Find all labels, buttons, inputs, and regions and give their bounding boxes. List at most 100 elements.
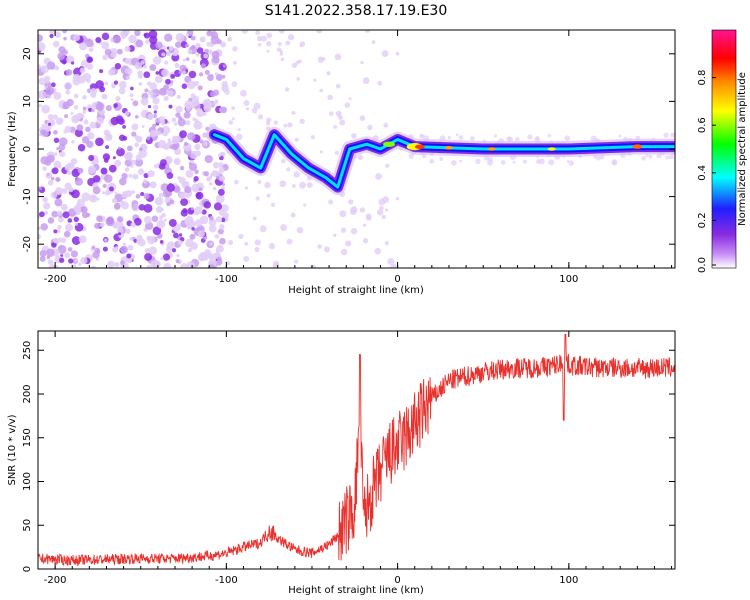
noise-speckle <box>53 152 58 157</box>
noise-speckle <box>131 123 139 131</box>
noise-speckle <box>303 203 307 207</box>
noise-speckle <box>101 32 110 41</box>
noise-speckle <box>203 201 212 209</box>
noise-speckle <box>121 190 129 198</box>
noise-speckle <box>143 32 150 39</box>
noise-speckle <box>280 224 287 231</box>
spectrogram-xtick-label: 0 <box>394 274 400 285</box>
noise-speckle <box>113 103 118 108</box>
noise-speckle <box>78 42 88 51</box>
noise-speckle <box>155 41 163 49</box>
noise-speckle <box>56 147 60 151</box>
noise-speckle <box>212 161 220 169</box>
snr-ytick-label: 150 <box>22 428 33 447</box>
noise-speckle <box>65 89 71 95</box>
noise-speckle <box>51 167 59 175</box>
snr-ytick-label: 0 <box>22 566 33 572</box>
noise-speckle <box>182 208 188 214</box>
noise-speckle <box>64 164 69 169</box>
noise-speckle <box>488 157 493 162</box>
noise-speckle <box>310 135 315 140</box>
noise-speckle <box>132 100 139 107</box>
noise-speckle <box>116 147 125 157</box>
noise-speckle <box>131 203 140 212</box>
noise-speckle <box>54 198 63 207</box>
noise-speckle <box>67 218 73 223</box>
noise-speckle <box>90 265 96 268</box>
noise-speckle <box>217 228 224 235</box>
noise-speckle <box>154 75 163 84</box>
ridge-hotspot <box>383 141 396 147</box>
noise-speckle <box>147 89 154 96</box>
noise-speckle <box>96 116 104 125</box>
noise-speckle <box>41 104 51 114</box>
colorbar-label: Normalized spectral amplitude <box>737 72 748 226</box>
noise-speckle <box>117 216 123 223</box>
noise-speckle <box>384 240 390 246</box>
noise-speckle <box>227 239 234 246</box>
noise-speckle <box>81 211 89 219</box>
noise-speckle <box>194 169 199 175</box>
noise-speckle <box>194 210 199 216</box>
noise-speckle <box>146 136 151 141</box>
noise-speckle <box>171 143 179 151</box>
snr-ytick-label: 250 <box>22 341 33 360</box>
noise-speckle <box>144 252 153 261</box>
noise-speckle <box>203 112 207 116</box>
noise-speckle <box>139 168 143 172</box>
noise-speckle <box>161 68 170 77</box>
noise-speckle <box>266 41 272 47</box>
noise-speckle <box>51 242 57 248</box>
noise-speckle <box>191 227 195 231</box>
noise-speckle <box>174 62 180 69</box>
noise-speckle <box>455 133 459 137</box>
noise-speckle <box>87 165 96 174</box>
noise-speckle <box>665 155 670 160</box>
noise-speckle <box>185 120 191 126</box>
noise-speckle <box>45 172 53 179</box>
noise-speckle <box>258 43 262 47</box>
noise-speckle <box>527 134 533 140</box>
noise-speckle <box>184 100 193 110</box>
noise-speckle <box>194 143 201 150</box>
spectrogram-ylabel: Frequency (Hz) <box>7 111 18 187</box>
noise-speckle <box>87 57 92 62</box>
noise-speckle <box>203 249 212 257</box>
noise-speckle <box>68 258 74 264</box>
noise-speckle <box>158 163 166 170</box>
noise-speckle <box>102 153 110 161</box>
noise-speckle <box>201 209 207 215</box>
noise-speckle <box>447 135 451 140</box>
noise-speckle <box>191 44 196 49</box>
noise-speckle <box>120 245 128 254</box>
noise-speckle <box>53 237 59 244</box>
noise-speckle <box>126 253 132 259</box>
noise-speckle <box>323 246 330 253</box>
noise-speckle <box>198 72 204 77</box>
noise-speckle <box>222 64 226 68</box>
noise-speckle <box>204 48 209 54</box>
noise-speckle <box>70 111 74 115</box>
noise-speckle <box>224 89 230 95</box>
noise-speckle <box>231 117 235 121</box>
noise-speckle <box>73 105 79 110</box>
noise-speckle <box>111 197 117 204</box>
noise-speckle <box>228 120 233 125</box>
noise-speckle <box>118 118 125 125</box>
ridge-hotspot <box>414 144 425 150</box>
noise-speckle <box>208 175 213 179</box>
noise-speckle <box>113 80 119 85</box>
noise-speckle <box>319 88 324 93</box>
snr-panel: -200 -100 0 100 0 50 100 150 200 250 Height of st… <box>7 330 676 596</box>
noise-speckle <box>291 183 296 188</box>
noise-speckle <box>38 42 46 52</box>
noise-speckle <box>105 217 115 227</box>
noise-speckle <box>124 111 130 117</box>
colorbar-tick-label: 0.2 <box>697 212 708 228</box>
noise-speckle <box>82 94 87 100</box>
noise-speckle <box>319 150 323 154</box>
noise-speckle <box>645 153 649 158</box>
noise-speckle <box>568 160 574 166</box>
noise-speckle <box>218 166 225 173</box>
noise-speckle <box>188 162 192 166</box>
